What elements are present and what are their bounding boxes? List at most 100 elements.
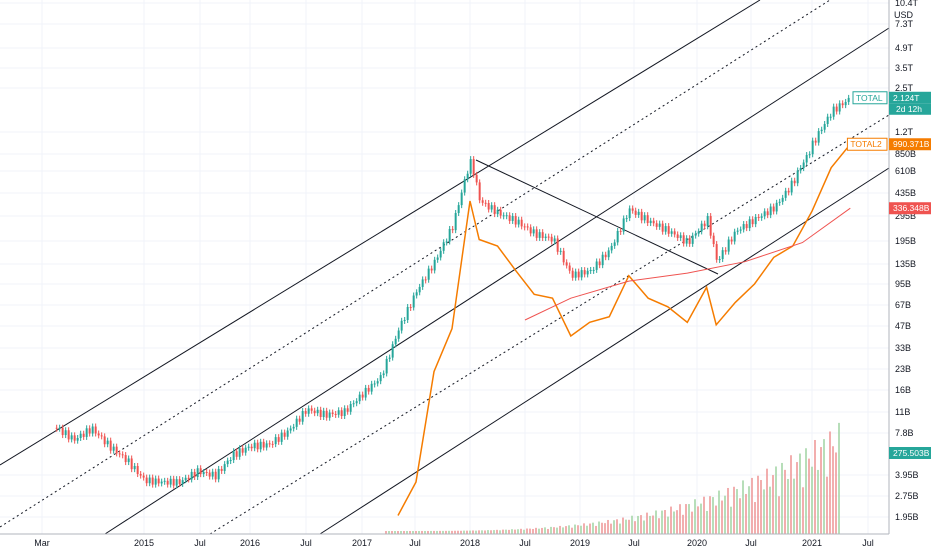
badge-name-box [846,137,888,151]
volume-bar [703,496,705,534]
candle-body [253,442,256,449]
candle-body [733,231,736,242]
candle-body [193,471,196,478]
price-axis[interactable]: 10.4T 7.3T 4.9T 3.5T 2.5T 1.2T 850B 610B 435B 295… [895,0,919,522]
volume-bar [643,520,645,534]
trend-line[interactable] [0,0,831,528]
volume-bar [478,530,480,534]
volume-bar [838,422,840,534]
candle-body [556,238,559,252]
volume-bar [517,529,519,534]
candle-body [223,464,226,471]
candle-body [811,140,814,155]
volume-bar [754,502,756,534]
candle-body [358,394,361,402]
volume-bar [715,505,717,534]
volume-bar [523,529,525,534]
volume-bar [661,510,663,534]
candle-body [754,216,757,225]
y-tick-label: 610B [895,166,916,176]
candle-body [616,230,619,243]
volume-bar [697,506,699,534]
volume-bar [790,455,792,534]
y-tick-label: 850B [895,149,916,159]
candle-body [172,478,175,486]
candle-body [268,443,271,445]
volume-bar [604,523,606,534]
badge-value-box [889,138,931,151]
volume-bar [538,528,540,534]
time-axis[interactable]: Mar 2015 Jul 2016 Jul 2017 Jul 2018 Jul 2019 Jul 20… [34,538,874,548]
volume-bar [412,530,414,534]
volume-bar [508,529,510,534]
candle-body [622,218,625,232]
candle-body [844,101,847,106]
trend-line[interactable] [475,159,719,275]
candle-body [631,208,634,211]
candle-body [739,229,742,231]
candle-body [796,170,799,184]
candle-body [841,103,844,106]
candle-body [769,206,772,216]
x-tick-label: 2020 [687,538,707,548]
volume-bar [502,529,504,534]
candle-body [613,242,616,246]
candle-body [169,478,172,485]
y-tick-label: 47B [895,321,911,331]
volume-bar [757,475,759,534]
candle-body [469,159,472,174]
trend-line[interactable] [319,167,890,535]
x-tick-label: 2015 [134,538,154,548]
volume-bar [679,504,681,534]
x-tick-label: Jul [862,538,874,548]
volume-bar [724,495,726,534]
candle-body [136,465,139,475]
candle-body [115,446,118,454]
x-tick-label: 2021 [802,538,822,548]
y-tick-label: 1.2T [895,127,914,137]
volume-bar [529,528,531,534]
candle-body [397,330,400,339]
candle-body [208,472,211,477]
candle-body [109,440,112,451]
trend-line[interactable] [0,0,761,466]
candle-body [619,230,622,232]
candle-body [436,257,439,260]
volume-bar [403,530,405,534]
volume-bar [763,489,765,534]
volume-bar [616,519,618,534]
candle-body [316,409,319,414]
volume-bar [448,530,450,534]
volume-bar [490,530,492,534]
volume-bar [721,500,723,534]
volume-bar [451,530,453,534]
volume-bar [694,499,696,534]
candle-body [709,216,712,236]
candle-body [748,219,751,229]
candle-body [319,409,322,418]
trend-line[interactable] [104,27,890,535]
candle-body [511,216,514,221]
volume-bar [742,480,744,534]
candle-body [355,401,358,404]
candle-body [580,270,583,278]
volume-bar [799,453,801,534]
candle-body [328,412,331,418]
candle-body [118,453,121,455]
y-tick-label: 2.75B [895,491,919,501]
badge-value-box [889,447,931,459]
candle-body [817,131,820,143]
volume-bar [388,531,390,534]
candle-body [262,441,265,448]
volume-bar [409,530,411,534]
candle-body [574,271,577,278]
candle-body [685,238,688,244]
candle-body [466,173,469,180]
candle-body [736,230,739,232]
candle-body [94,426,97,434]
candle-body [88,428,91,434]
x-tick-label: Jul [745,538,757,548]
x-tick-label: 2017 [352,538,372,548]
volume-bar [628,519,630,534]
